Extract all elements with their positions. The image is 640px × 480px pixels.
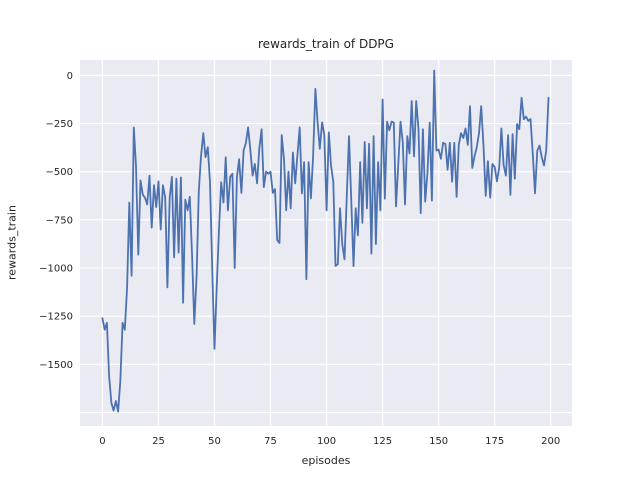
x-axis-label: episodes (301, 454, 351, 467)
y-tick-label: 0 (67, 71, 73, 82)
x-tick-label: 200 (541, 436, 560, 447)
x-tick-label: 75 (264, 436, 277, 447)
y-tick-label: −750 (46, 215, 73, 226)
y-axis-label: rewards_train (5, 205, 19, 281)
x-tick-label: 25 (152, 436, 165, 447)
x-tick-label: 50 (208, 436, 221, 447)
series-line-rewards_train (101, 69, 550, 413)
y-tick-label: −250 (46, 119, 73, 130)
y-tick-label: −500 (46, 167, 73, 178)
x-tick-label: 150 (429, 436, 448, 447)
x-tick-label: 175 (485, 436, 504, 447)
chart-title: rewards_train of DDPG (258, 37, 394, 51)
y-tick-label: −1250 (39, 312, 73, 323)
x-tick-label: 0 (99, 436, 105, 447)
y-tick-label: −1000 (39, 264, 73, 275)
x-tick-label: 100 (317, 436, 336, 447)
x-tick-label: 125 (373, 436, 392, 447)
y-tick-label: −1500 (39, 360, 73, 371)
